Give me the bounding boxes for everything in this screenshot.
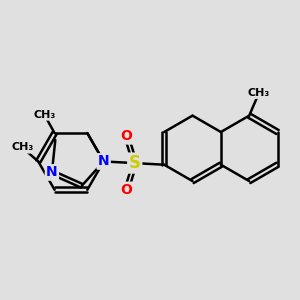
Text: CH₃: CH₃: [248, 88, 270, 98]
Text: N: N: [98, 154, 109, 169]
Text: O: O: [121, 129, 133, 143]
Text: O: O: [121, 183, 133, 197]
Text: N: N: [46, 166, 58, 179]
Text: S: S: [129, 154, 141, 172]
Text: CH₃: CH₃: [11, 142, 33, 152]
Text: CH₃: CH₃: [33, 110, 56, 119]
